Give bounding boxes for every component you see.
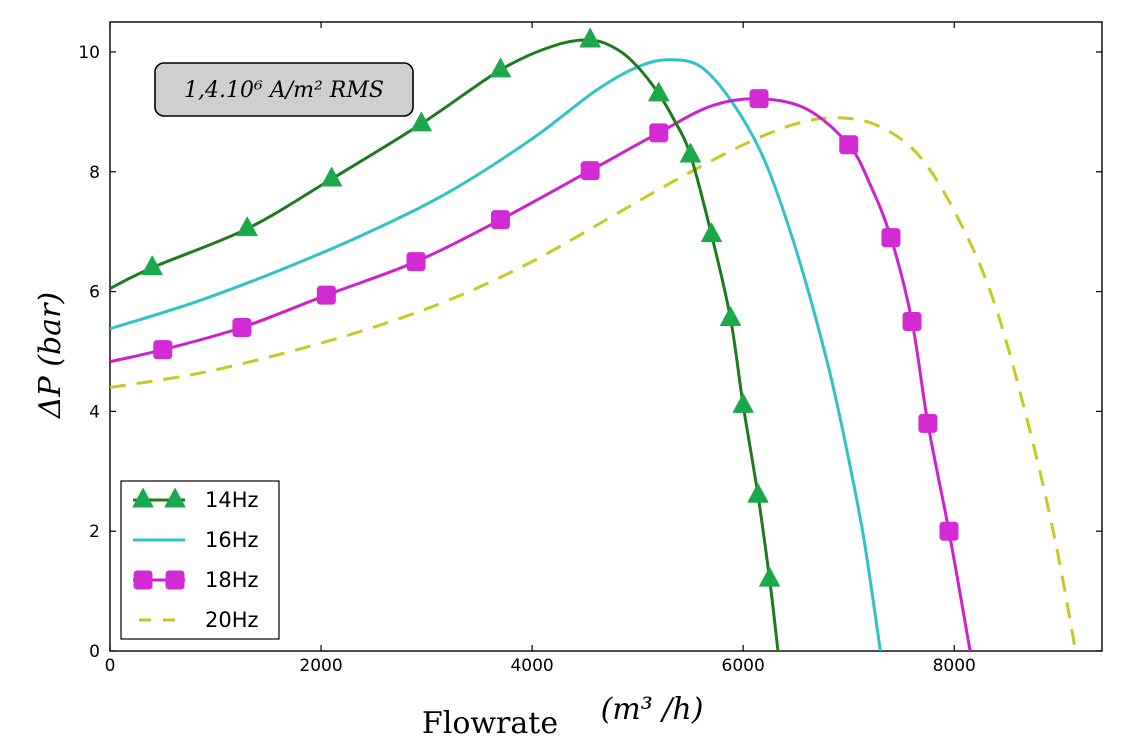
legend-label-18hz: 18Hz: [205, 568, 259, 592]
y-tick-label: 2: [89, 522, 100, 542]
marker-14hz: [720, 306, 742, 327]
marker-14hz: [579, 27, 601, 48]
series-14hz: [110, 27, 781, 651]
legend-item-18hz: 18Hz: [133, 568, 259, 592]
legend-label-20hz: 20Hz: [205, 608, 259, 632]
x-axis-unit: (m³ /h): [601, 692, 704, 727]
marker-14hz: [747, 483, 769, 503]
marker-18hz: [839, 135, 859, 155]
x-tick-label: 2000: [299, 656, 342, 676]
legend-label-16hz: 16Hz: [205, 528, 259, 552]
legend-item-14hz: 14Hz: [132, 488, 259, 512]
legend-item-20hz: 20Hz: [139, 608, 259, 632]
legend-marker-14hz: [132, 488, 154, 508]
series-20hz: [110, 116, 1078, 651]
marker-18hz: [749, 89, 769, 109]
y-tick-label: 4: [89, 402, 100, 422]
legend-label-14hz: 14Hz: [205, 488, 259, 512]
marker-18hz: [316, 285, 336, 305]
x-tick-label: 4000: [510, 656, 553, 676]
y-tick-label: 0: [89, 642, 100, 662]
series-layer: [110, 27, 1078, 651]
plot-frame: [109, 21, 1103, 652]
legend-marker-14hz: [164, 488, 186, 508]
x-tick-label: 0: [105, 656, 116, 676]
marker-14hz: [321, 166, 343, 187]
legend: 14Hz 16Hz 18Hz 20Hz: [120, 480, 280, 640]
plot-area: 0 2000 4000 6000 8000 0 2 4 6 8 10: [78, 21, 1103, 676]
y-tick-label: 8: [89, 163, 100, 183]
marker-14hz: [648, 81, 670, 102]
marker-14hz: [701, 222, 723, 243]
annotation-text: 1,4.10⁶ A/m² RMS: [184, 78, 384, 103]
marker-18hz: [939, 521, 959, 541]
annotation-box-frame: [154, 62, 414, 117]
x-tick-label: 8000: [933, 656, 976, 676]
marker-14hz: [236, 216, 258, 237]
x-axis-title: Flowrate (m³ /h): [422, 692, 704, 741]
x-tick-label: 6000: [722, 656, 765, 676]
series-16hz: [110, 58, 882, 651]
marker-18hz: [153, 340, 173, 360]
marker-18hz: [580, 161, 600, 181]
y-axis-label: ΔP (bar): [33, 292, 68, 419]
marker-18hz: [490, 210, 510, 230]
series-line-16hz: [110, 58, 882, 651]
marker-18hz: [406, 252, 426, 272]
y-tick-label: 10: [78, 43, 100, 63]
annotation-box: 1,4.10⁶ A/m² RMS: [154, 62, 414, 117]
series-18hz: [110, 89, 972, 651]
series-line-20hz: [110, 116, 1078, 651]
x-axis-label: Flowrate: [422, 706, 558, 741]
marker-18hz: [902, 312, 922, 332]
marker-18hz: [649, 123, 669, 143]
legend-marker-18hz: [133, 570, 153, 590]
y-tick-label: 6: [89, 283, 100, 303]
marker-14hz: [141, 255, 163, 276]
marker-14hz: [759, 567, 781, 587]
legend-marker-18hz: [165, 570, 185, 590]
marker-14hz: [410, 111, 432, 132]
marker-18hz: [232, 318, 252, 338]
ticks-layer: 0 2000 4000 6000 8000 0 2 4 6 8 10: [78, 22, 1102, 676]
marker-14hz: [679, 142, 701, 163]
legend-item-16hz: 16Hz: [133, 528, 259, 552]
marker-18hz: [918, 413, 938, 433]
marker-14hz: [732, 393, 754, 413]
marker-14hz: [489, 57, 511, 78]
marker-18hz: [881, 228, 901, 248]
